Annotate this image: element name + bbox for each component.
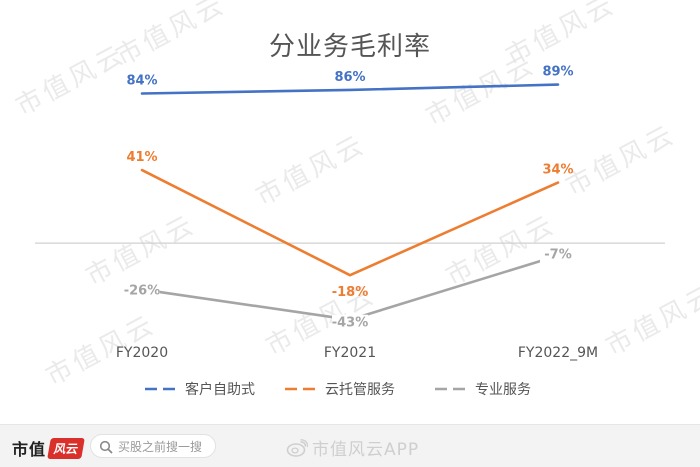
x-tick-label: FY2021 <box>324 345 376 361</box>
legend-label: 客户自助式 <box>185 381 255 398</box>
data-label: -43% <box>332 316 369 331</box>
brand-logo: 市值 风云 <box>12 436 85 460</box>
brand-mark: 风云 <box>47 437 85 459</box>
legend-label: 专业服务 <box>475 382 531 398</box>
data-label: -18% <box>332 285 369 300</box>
legend-item-2: 专业服务 <box>435 382 531 398</box>
search-bar[interactable]: 买股之前搜一搜 <box>90 434 216 458</box>
data-label: 34% <box>542 163 573 178</box>
series-line-1 <box>140 168 560 277</box>
search-icon <box>99 439 113 454</box>
search-placeholder: 买股之前搜一搜 <box>118 439 203 454</box>
series-line-0 <box>140 83 560 95</box>
legend-item-1: 云托管服务 <box>285 382 395 398</box>
data-label: -7% <box>544 248 571 263</box>
data-label: 84% <box>126 74 157 89</box>
data-label: 89% <box>542 65 573 80</box>
chart-area: 市值风云 市值风云 市值风云 市值风云 市值风云 市值风云 市值风云 市值风云 市值风云 市值风云… <box>11 0 700 398</box>
x-tick-label: FY2022_9M <box>518 345 598 361</box>
chart-title: 分业务毛利率 <box>269 32 431 62</box>
legend-label: 云托管服务 <box>325 382 395 398</box>
data-label: 41% <box>126 150 157 165</box>
data-label-bg <box>124 282 160 299</box>
x-tick-label: FY2020 <box>116 345 168 361</box>
plot-layer: 84% 86% 89% 41% -18% 34% -26% -43% -7% FY2020 FY20… <box>35 65 665 361</box>
brand-name: 市值 <box>12 440 47 459</box>
data-label: -26% <box>124 283 161 298</box>
weibo-watermark: 市值风云APP <box>286 435 419 460</box>
weibo-icon <box>286 438 308 457</box>
chart-svg: 分业务毛利率 84% 86% 89% 41% -18% 34% -26% -43% -7% FY2… <box>35 32 665 398</box>
data-label: 86% <box>334 70 365 85</box>
legend: 客户自助式 云托管服务 专业服务 <box>145 381 531 398</box>
data-label-bg <box>332 314 368 331</box>
footer-bar: 市值 风云 买股之前搜一搜 市值风云APP <box>0 424 700 467</box>
legend-item-0: 客户自助式 <box>145 381 255 398</box>
data-label-bg <box>540 246 576 263</box>
weibo-text: 市值风云APP <box>312 440 420 460</box>
